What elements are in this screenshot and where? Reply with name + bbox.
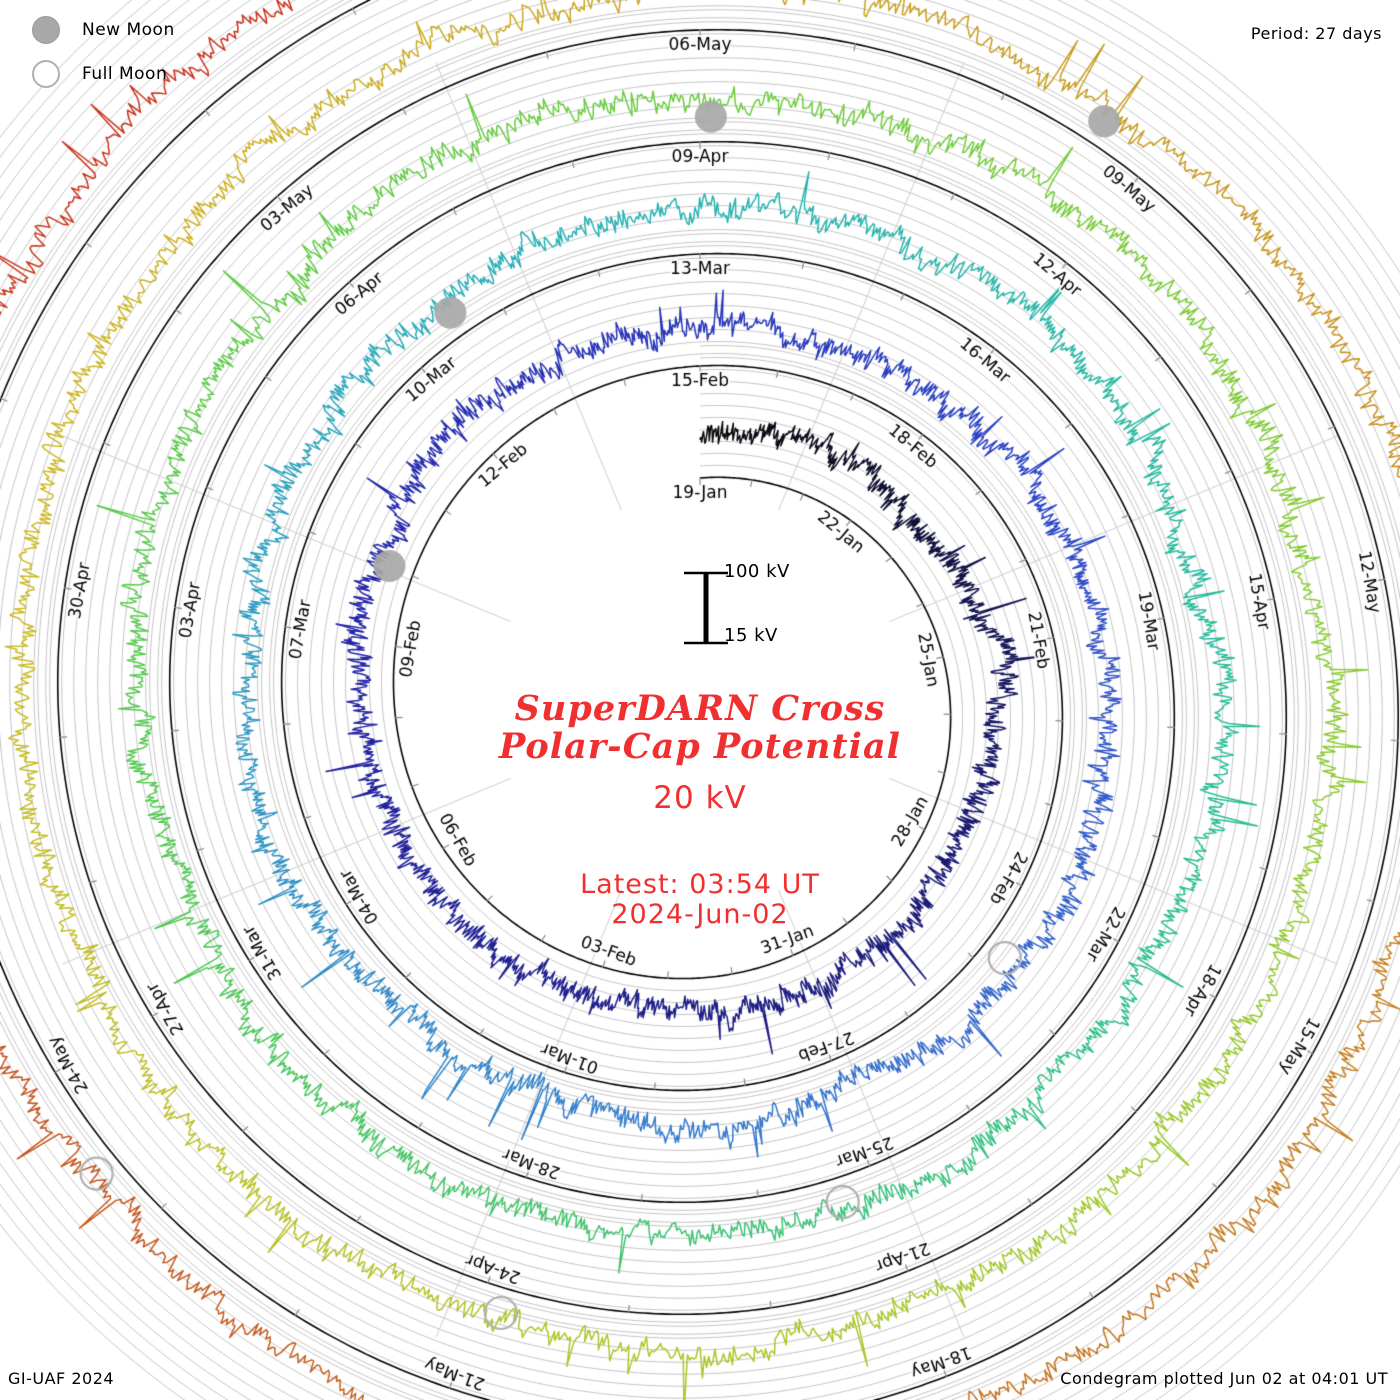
legend-label-new-moon: New Moon [82,20,175,40]
plotted-timestamp-annotation: Condegram plotted Jun 02 at 04:01 UT [1060,1369,1388,1388]
legend-item-new-moon: New Moon [24,8,324,52]
scale-bar-top-label: 100 kV [724,561,790,582]
credit-annotation: GI-UAF 2024 [8,1369,115,1388]
period-annotation: Period: 27 days [1250,24,1382,43]
scale-bar-bottom-label: 15 kV [724,625,778,646]
legend-item-full-moon: Full Moon [24,52,324,96]
amplitude-scale-bar: 100 kV 15 kV [676,561,896,660]
moon-phase-legend: New Moon Full Moon [24,8,324,96]
legend-label-full-moon: Full Moon [82,64,168,84]
new-moon-icon [32,16,60,44]
scale-bar-glyph [684,571,728,645]
full-moon-icon [32,60,60,88]
